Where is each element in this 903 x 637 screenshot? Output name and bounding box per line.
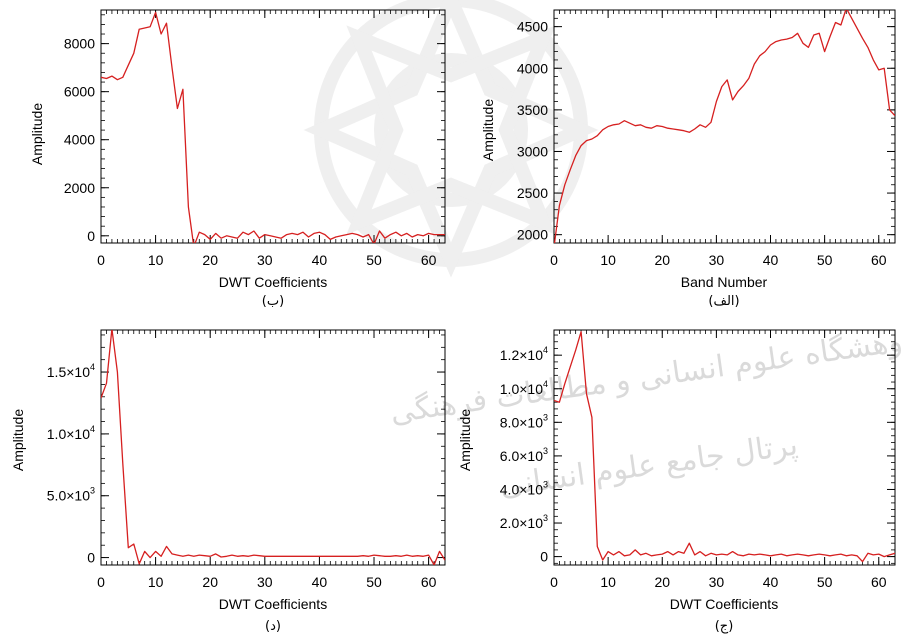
axes-d: 0 10 20 30 40 50 60 0 5.0×103 1.0×104 1.5×104 [47,329,446,590]
chart-panel-jim: 0 10 20 30 40 50 60 0 2.0×103 4.0×103 6.0×103 8.0×1… [457,329,896,634]
y-axis-label-alef: Amplitude [480,99,496,161]
x-tick-label: 30 [709,574,725,590]
y-tick-label: 8000 [64,36,95,52]
y-tick-label: 1.2×104 [500,345,548,363]
chart-panel-d: 0 10 20 30 40 50 60 0 5.0×103 1.0×104 1.5×104 DWT … [10,329,446,634]
x-tick-label: 60 [421,252,437,268]
x-tick-label: 50 [817,252,833,268]
y-tick-label: 4500 [517,19,548,35]
axes-jim: 0 10 20 30 40 50 60 0 2.0×103 4.0×103 6.0×103 8.0×1… [500,329,896,590]
y-tick-label: 6.0×103 [500,446,548,464]
x-tick-label: 10 [600,252,616,268]
x-tick-label: 40 [312,574,328,590]
y-tick-label: 0 [87,228,95,244]
x-tick-label: 30 [709,252,725,268]
y-axis-label-b: Amplitude [29,103,45,165]
x-tick-label: 0 [97,252,105,268]
x-tick-label: 0 [97,574,105,590]
panel-caption-b: (ب) [262,294,284,309]
y-tick-label: 2.0×103 [500,513,548,531]
y-tick-label: 3500 [517,102,548,118]
y-axis-label-jim: Amplitude [457,409,473,471]
x-tick-label: 60 [871,574,887,590]
y-tick-label: 5.0×103 [47,486,95,504]
y-tick-label: 2000 [64,180,95,196]
x-tick-label: 10 [600,574,616,590]
x-tick-label: 10 [148,574,164,590]
x-tick-label: 50 [366,574,382,590]
x-axis-label-jim: DWT Coefficients [670,596,778,612]
series-line-d [101,330,445,565]
x-axis-label-d: DWT Coefficients [219,596,327,612]
y-tick-label: 6000 [64,84,95,100]
plot-frame-d [100,329,446,566]
minor-ticks-d [100,330,446,565]
axes-b: 0 10 20 30 40 50 60 0 2000 4000 6000 8000 [64,9,446,268]
y-tick-label: 8.0×103 [500,412,548,430]
x-tick-label: 20 [654,574,670,590]
x-tick-label: 40 [763,252,779,268]
y-tick-label: 4000 [64,132,95,148]
x-tick-label: 60 [871,252,887,268]
y-axis-label-d: Amplitude [10,409,26,471]
x-tick-label: 20 [202,574,218,590]
y-tick-label: 3000 [517,143,548,159]
x-tick-label: 10 [148,252,164,268]
minor-ticks-jim [553,330,896,565]
panel-caption-alef: (الف) [708,294,739,309]
minor-ticks-alef [553,9,896,244]
x-tick-label: 20 [654,252,670,268]
x-tick-label: 0 [550,252,558,268]
minor-ticks-b [100,10,446,243]
x-tick-label: 60 [421,574,437,590]
x-tick-label: 50 [817,574,833,590]
series-line-jim [554,331,895,563]
series-line-b [101,11,445,243]
chart-panel-b: 0 10 20 30 40 50 60 0 2000 4000 6000 8000 DWT Coeff… [29,9,446,309]
plot-frame-b [100,9,446,244]
y-tick-label: 1.0×104 [47,424,95,442]
panel-caption-d: (د) [265,619,281,634]
y-tick-label: 0 [540,549,548,565]
x-tick-label: 30 [257,574,273,590]
x-axis-label-alef: Band Number [681,274,768,290]
x-tick-label: 30 [257,252,273,268]
x-tick-label: 0 [550,574,558,590]
panel-caption-jim: (ج) [715,619,734,634]
plot-frame-jim [553,329,896,566]
x-tick-label: 20 [202,252,218,268]
y-tick-label: 1.0×104 [500,379,548,397]
y-tick-label: 4.0×103 [500,479,548,497]
x-tick-label: 50 [366,252,382,268]
y-tick-label: 2500 [517,185,548,201]
axes-alef: 0 10 20 30 40 50 60 2000 2500 3000 3500 4000 4500 [517,9,896,268]
y-tick-label: 0 [87,550,95,566]
x-tick-label: 40 [763,574,779,590]
plot-frame-alef [553,9,896,244]
y-tick-label: 2000 [517,227,548,243]
x-axis-label-b: DWT Coefficients [219,274,327,290]
y-tick-label: 1.5×104 [47,362,95,380]
y-tick-label: 4000 [517,60,548,76]
series-line-alef [554,10,895,243]
chart-panel-alef: 0 10 20 30 40 50 60 2000 2500 3000 3500 4000 4500 Ba… [480,9,896,309]
x-tick-label: 40 [312,252,328,268]
